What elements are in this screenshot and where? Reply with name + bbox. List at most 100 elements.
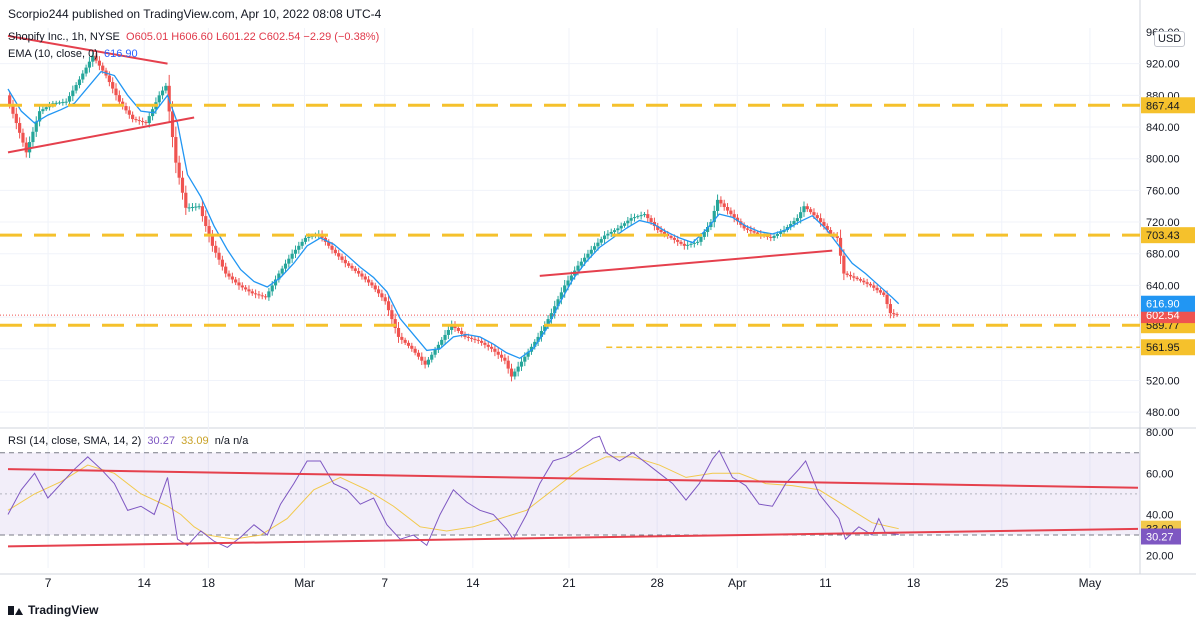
ema-legend[interactable]: EMA (10, close, 0) 616.90 <box>8 48 138 60</box>
candle-body <box>144 122 148 124</box>
price-tick-label: 920.00 <box>1146 59 1180 71</box>
candle-body <box>682 243 686 246</box>
candle-body <box>393 319 397 328</box>
candle-body <box>254 293 258 295</box>
rsi-line <box>7 435 899 548</box>
candle-body <box>875 287 879 291</box>
candle-body <box>606 233 610 236</box>
candle-body <box>180 177 185 193</box>
x-tick-label: May <box>1079 576 1102 590</box>
candle-body <box>509 368 514 377</box>
candle-body <box>28 142 32 153</box>
candle-body <box>865 282 869 284</box>
candle-body <box>383 297 387 302</box>
price-tick-label: 520.00 <box>1146 375 1180 387</box>
low-value: L601.22 <box>215 31 256 43</box>
candle-body <box>420 356 424 361</box>
candle-body <box>210 235 214 246</box>
level-price-label: 589.77 <box>1146 320 1180 332</box>
candle-body <box>370 282 374 286</box>
candle-body <box>277 273 281 280</box>
candle-body <box>107 75 111 83</box>
candle-body <box>207 226 211 236</box>
rsi-tick-label: 80.00 <box>1146 427 1174 439</box>
candle-body <box>549 313 553 320</box>
candle-body <box>67 96 72 102</box>
candle-body <box>586 253 590 258</box>
candle-body <box>882 292 886 295</box>
candle-body <box>476 339 480 341</box>
candle-body <box>44 107 48 110</box>
candle-body <box>327 241 331 246</box>
candle-body <box>496 351 500 355</box>
open-value: O605.01 <box>126 31 169 43</box>
candle-body <box>350 265 354 269</box>
candle-body <box>892 313 896 315</box>
candle-body <box>396 328 401 337</box>
candle-body <box>775 233 779 236</box>
candle-body <box>204 216 208 227</box>
candle-body <box>819 218 823 223</box>
candle-body <box>91 55 95 62</box>
x-tick-label: 14 <box>466 576 480 590</box>
candle-body <box>386 301 391 311</box>
candle-body <box>619 225 623 229</box>
ema-price-label: 616.90 <box>1146 299 1180 311</box>
rsi-na-values: n/a n/a <box>214 435 249 447</box>
candle-body <box>280 268 284 274</box>
candle-body <box>822 222 826 227</box>
symbol-label[interactable]: Shopify Inc., 1h, NYSE <box>8 31 120 43</box>
candle-body <box>456 328 460 331</box>
trendline <box>7 34 168 65</box>
candle-body <box>270 285 274 292</box>
candle-body <box>699 236 703 242</box>
candle-body <box>240 285 244 288</box>
price-tick-label: 680.00 <box>1146 249 1180 261</box>
candle-body <box>290 253 294 259</box>
candle-body <box>8 95 12 105</box>
candle-body <box>513 371 517 377</box>
candle-body <box>622 223 627 226</box>
candle-body <box>376 289 381 294</box>
candle-body <box>559 292 563 300</box>
candle-body <box>499 354 504 358</box>
candle-body <box>569 275 573 281</box>
candle-body <box>54 102 58 104</box>
candle-body <box>712 210 716 223</box>
currency-button[interactable]: USD <box>1154 31 1186 47</box>
candle-body <box>174 137 178 163</box>
price-legend: Shopify Inc., 1h, NYSE O605.01 H606.60 L… <box>8 31 379 43</box>
candle-body <box>197 206 201 208</box>
candle-body <box>626 220 630 224</box>
candle-body <box>423 360 427 365</box>
candle-body <box>602 235 607 240</box>
candle-body <box>835 235 839 238</box>
rsi-tick-label: 60.00 <box>1146 468 1174 480</box>
candle-body <box>440 339 444 345</box>
candle-body <box>556 299 560 307</box>
candle-body <box>725 207 730 211</box>
candle-body <box>157 95 161 103</box>
tradingview-logo[interactable]: TradingView <box>8 603 98 617</box>
candle-body <box>533 341 537 347</box>
rsi-legend[interactable]: RSI (14, close, SMA, 14, 2) 30.27 33.09 … <box>8 435 248 447</box>
rsi-trendline <box>7 527 1139 548</box>
candle-body <box>21 132 25 143</box>
candle-body <box>546 319 550 326</box>
candle-body <box>160 90 165 96</box>
candle-body <box>825 226 829 230</box>
candle-body <box>878 290 883 293</box>
candle-body <box>267 291 271 298</box>
rsi-tick-label: 20.00 <box>1146 551 1174 563</box>
candle-body <box>390 310 394 320</box>
candle-body <box>373 285 377 290</box>
candle-body <box>446 329 450 335</box>
x-tick-label: Mar <box>294 576 315 590</box>
brand-name: TradingView <box>28 603 99 617</box>
candle-body <box>719 199 723 204</box>
candle-body <box>470 337 474 339</box>
candle-body <box>34 121 38 132</box>
candle-body <box>769 236 773 238</box>
price-tick-label: 800.00 <box>1146 154 1180 166</box>
